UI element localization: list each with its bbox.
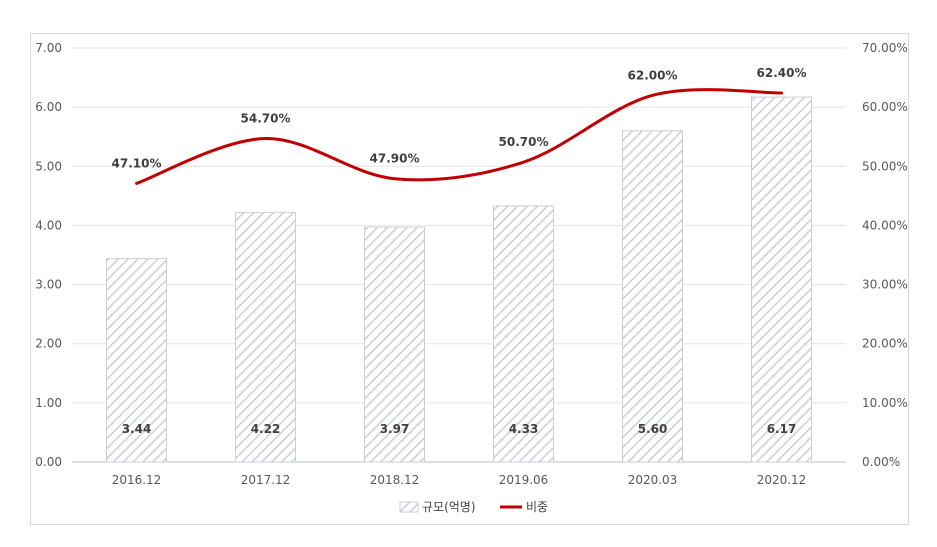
- x-tick-label: 2016.12: [112, 473, 162, 487]
- right-axis-ticks: 0.00% 10.00% 20.00% 30.00% 40.00% 50.00% 60.00…: [862, 41, 908, 469]
- bar-value-label: 5.60: [638, 422, 668, 436]
- right-tick-label: 10.00%: [862, 396, 908, 410]
- right-tick-label: 30.00%: [862, 278, 908, 292]
- x-tick-label: 2020.03: [628, 473, 678, 487]
- right-tick-label: 60.00%: [862, 100, 908, 114]
- bar-value-label: 6.17: [767, 422, 797, 436]
- bar-value-label: 4.22: [251, 422, 281, 436]
- legend: 규모(억명) 비중: [399, 500, 548, 514]
- right-tick-label: 20.00%: [862, 337, 908, 351]
- x-tick-label: 2020.12: [757, 473, 807, 487]
- left-tick-label: 3.00: [35, 278, 62, 292]
- left-tick-label: 2.00: [35, 337, 62, 351]
- x-tick-label: 2019.06: [499, 473, 549, 487]
- line-value-label: 47.90%: [370, 152, 420, 166]
- left-tick-label: 6.00: [35, 100, 62, 114]
- left-tick-label: 4.00: [35, 218, 62, 232]
- left-tick-label: 5.00: [35, 159, 62, 173]
- right-tick-label: 70.00%: [862, 41, 908, 55]
- left-axis-ticks: 0.00 1.00 2.00 3.00 4.00 5.00 6.00 7.00: [35, 41, 62, 469]
- right-tick-label: 40.00%: [862, 218, 908, 232]
- bar: [751, 96, 812, 463]
- bar-value-label: 3.44: [122, 422, 152, 436]
- bar: [622, 130, 683, 463]
- bar-data-labels: 3.44 4.22 3.97 4.33 5.60 6.17: [122, 422, 797, 436]
- x-axis-ticks: 2016.12 2017.12 2018.12 2019.06 2020.03 2020.…: [112, 473, 807, 487]
- share-line: [135, 88, 783, 185]
- bar-value-label: 3.97: [380, 422, 410, 436]
- line-value-label: 62.00%: [628, 68, 678, 82]
- line-value-label: 62.40%: [757, 66, 807, 80]
- gridlines: [72, 47, 846, 463]
- x-tick-label: 2018.12: [370, 473, 420, 487]
- left-tick-label: 7.00: [35, 41, 62, 55]
- bar: [493, 205, 554, 463]
- left-tick-label: 1.00: [35, 396, 62, 410]
- bar: [235, 211, 296, 463]
- bar-value-label: 4.33: [509, 422, 539, 436]
- line-data-labels: 47.10% 54.70% 47.90% 50.70% 62.00% 62.40%: [112, 66, 807, 170]
- legend-bar-swatch: [399, 501, 419, 513]
- legend-bar-label: 규모(억명): [422, 500, 476, 514]
- x-tick-label: 2017.12: [241, 473, 291, 487]
- line-value-label: 50.70%: [499, 135, 549, 149]
- line-series: [135, 88, 783, 185]
- right-tick-label: 50.00%: [862, 159, 908, 173]
- line-value-label: 54.70%: [241, 111, 291, 125]
- bar-series: [106, 96, 812, 463]
- left-tick-label: 0.00: [35, 455, 62, 469]
- right-tick-label: 0.00%: [862, 455, 900, 469]
- line-value-label: 47.10%: [112, 156, 162, 170]
- legend-line-label: 비중: [526, 500, 548, 514]
- bar: [364, 226, 425, 463]
- bar: [106, 258, 167, 463]
